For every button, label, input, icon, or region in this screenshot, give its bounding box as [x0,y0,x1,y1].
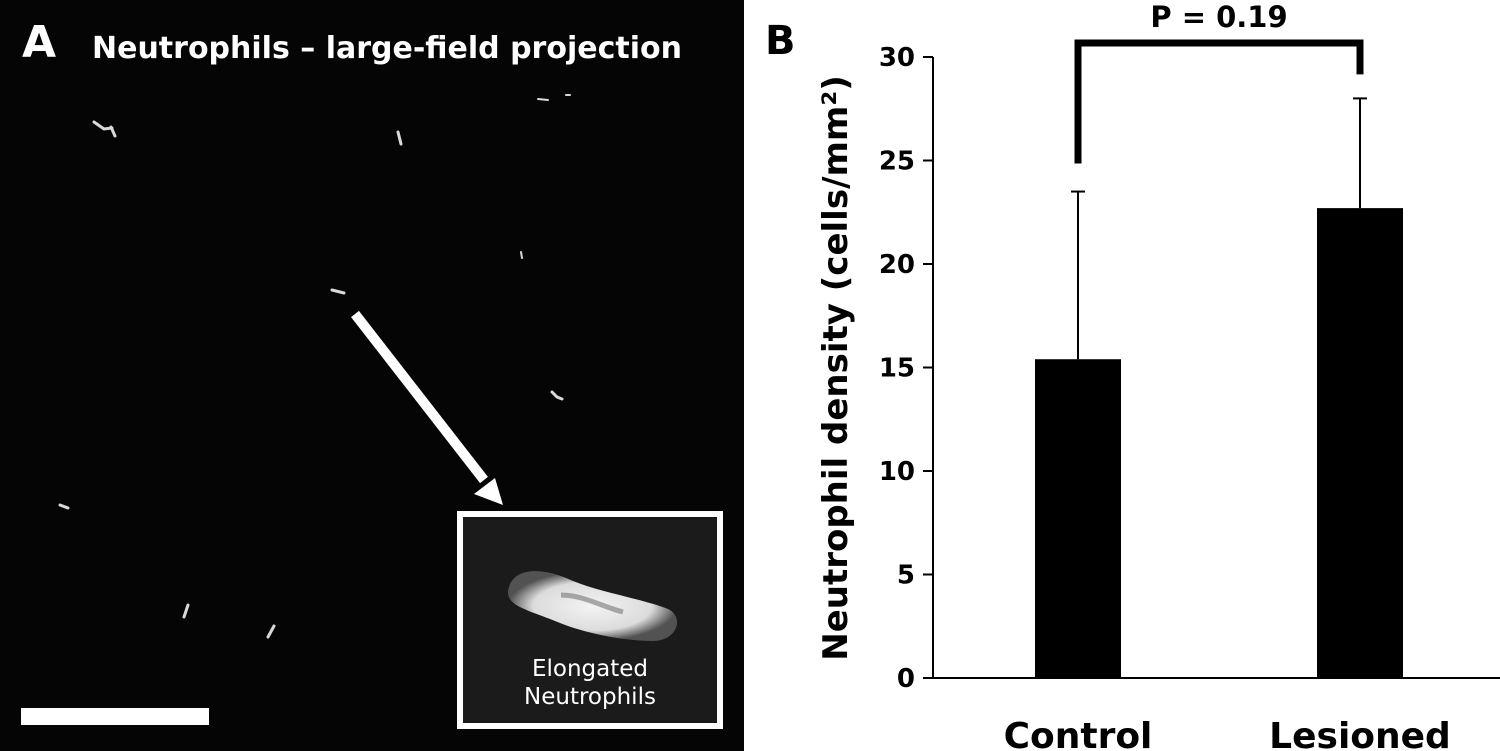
scale-bar [21,708,209,725]
neutrophil-cell [537,98,549,101]
y-tick-label: 5 [897,561,915,591]
neutrophil-field [58,94,571,639]
panel-a-title: Neutrophils – large-field projection [92,31,682,66]
y-tick-label: 0 [897,664,915,694]
y-tick-label: 15 [879,354,915,384]
bar-lesioned [1317,208,1403,679]
x-tick-label: Lesioned [1269,716,1451,751]
panel-a-label: A [22,17,57,68]
y-axis-label: Neutrophil density (cells/mm²) [816,75,856,661]
bars [1035,97,1403,679]
panel-b-label: B [765,18,796,64]
bar-control [1035,359,1121,678]
x-tick-label: Control [1004,716,1153,751]
inset-caption: Elongated Neutrophils [463,655,717,711]
y-tick-label: 30 [879,43,915,73]
neutrophil-cell [109,125,117,138]
neutrophil-cell [330,288,346,295]
significance-bracket: P = 0.19 [1074,0,1364,164]
p-value-label: P = 0.19 [1150,0,1287,34]
micrograph-panel: A Neutrophils – large-field projection E… [0,0,744,751]
neutrophil-cell [182,603,190,619]
inset-caption-line2: Neutrophils [524,684,656,710]
inset-zoom: Elongated Neutrophils [457,511,723,729]
y-tick-label: 20 [879,250,915,280]
arrow-icon [351,310,503,505]
neutrophil-cell [396,130,403,146]
bracket-line [1074,39,1364,164]
neutrophil-cell [520,251,523,259]
x-axis-labels: Control Lesioned [1004,716,1451,751]
neutrophil-cell [266,624,276,639]
neutrophil-closeup [508,571,678,641]
inset-caption-line1: Elongated [531,656,649,682]
y-axis: 0 5 10 15 20 25 30 [879,43,1500,694]
neutrophil-cell [58,503,70,510]
y-tick-label: 25 [879,147,915,177]
bar-chart: 0 5 10 15 20 25 30 Control Lesioned P = 0.19 Ne… [816,0,1500,751]
neutrophil-cell [550,390,564,401]
y-tick-label: 10 [879,457,915,487]
neutrophil-cell [92,120,114,131]
